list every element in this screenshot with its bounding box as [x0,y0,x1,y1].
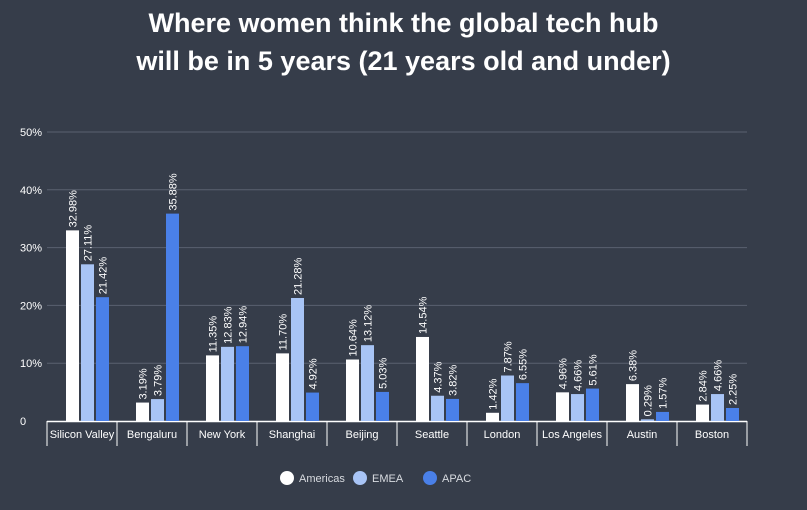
x-tick-label: Seattle [415,429,449,441]
bar-americas [346,359,359,421]
bar-emea [81,264,94,421]
data-label: 6.38% [628,350,640,381]
x-tick-label: Austin [627,429,658,441]
legend-label: EMEA [372,473,404,485]
bar-emea [291,298,304,421]
data-label: 4.66% [573,360,585,391]
data-label: 4.66% [713,360,725,391]
data-label: 3.19% [138,368,150,399]
bar-apac [236,346,249,421]
legend-label: APAC [442,473,471,485]
chart-title-line-2: will be in 5 years (21 years old and und… [136,46,671,76]
bar-apac [656,411,669,421]
data-label: 1.57% [658,378,670,409]
legend-marker-emea [353,471,367,485]
data-label: 0.29% [643,385,655,416]
data-label: 2.84% [698,370,710,401]
data-label: 12.83% [223,306,235,344]
data-label: 21.42% [98,257,110,295]
bar-americas [66,230,79,421]
data-label: 4.92% [308,358,320,389]
bar-apac [446,398,459,421]
bar-americas [696,404,709,421]
bar-emea [711,394,724,421]
bar-americas [206,355,219,421]
data-label: 10.64% [348,319,360,357]
legend-marker-apac [423,471,437,485]
bar-americas [136,402,149,421]
bar-americas [556,392,569,421]
x-tick-label: London [484,429,521,441]
legend-marker-americas [280,471,294,485]
bar-apac [96,297,109,421]
data-label: 2.25% [728,374,740,405]
bar-emea [151,399,164,421]
data-label: 1.42% [488,378,500,409]
bar-emea [501,375,514,421]
y-tick-label: 50% [20,127,42,139]
x-tick-label: Bengaluru [127,429,177,441]
bar-apac [586,388,599,421]
data-label: 6.55% [518,349,530,380]
data-label: 11.70% [278,314,290,351]
data-label: 13.12% [363,305,375,343]
x-tick-label: Boston [695,429,729,441]
bar-emea [571,394,584,421]
data-label: 5.03% [378,358,390,389]
data-label: 32.98% [68,190,80,228]
bar-apac [726,407,739,421]
bar-americas [626,384,639,421]
x-tick-label: Los Angeles [542,429,602,441]
data-label: 11.35% [208,316,220,353]
y-tick-label: 30% [20,243,42,255]
data-label: 7.87% [503,341,515,372]
data-label: 21.28% [293,257,305,295]
bar-emea [221,346,234,421]
bar-apac [376,391,389,421]
legend-label: Americas [299,473,345,485]
y-tick-label: 10% [20,358,42,370]
chart-title: Where women think the global tech hub wi… [0,4,807,80]
data-label: 3.79% [153,365,165,396]
bar-apac [306,392,319,421]
data-label: 5.61% [588,354,600,385]
bar-apac [516,383,529,421]
data-label: 35.88% [168,173,180,211]
data-label: 14.54% [418,296,430,334]
y-tick-label: 0 [20,416,26,428]
bar-apac [166,213,179,421]
chart-title-line-1: Where women think the global tech hub [148,8,659,38]
x-tick-label: New York [199,429,246,441]
bar-emea [431,395,444,421]
data-label: 27.11% [83,225,95,262]
bar-americas [416,336,429,421]
y-tick-label: 40% [20,185,42,197]
x-tick-label: Beijing [345,429,378,441]
bar-americas [486,412,499,421]
y-tick-label: 20% [20,300,42,312]
data-label: 12.94% [238,306,250,344]
x-tick-label: Shanghai [269,429,316,441]
data-label: 3.82% [448,365,460,396]
bar-americas [276,353,289,421]
x-tick-label: Silicon Valley [50,429,115,441]
data-label: 4.96% [558,358,570,389]
data-label: 4.37% [433,361,445,392]
bar-emea [361,345,374,421]
bar-emea [641,419,654,421]
